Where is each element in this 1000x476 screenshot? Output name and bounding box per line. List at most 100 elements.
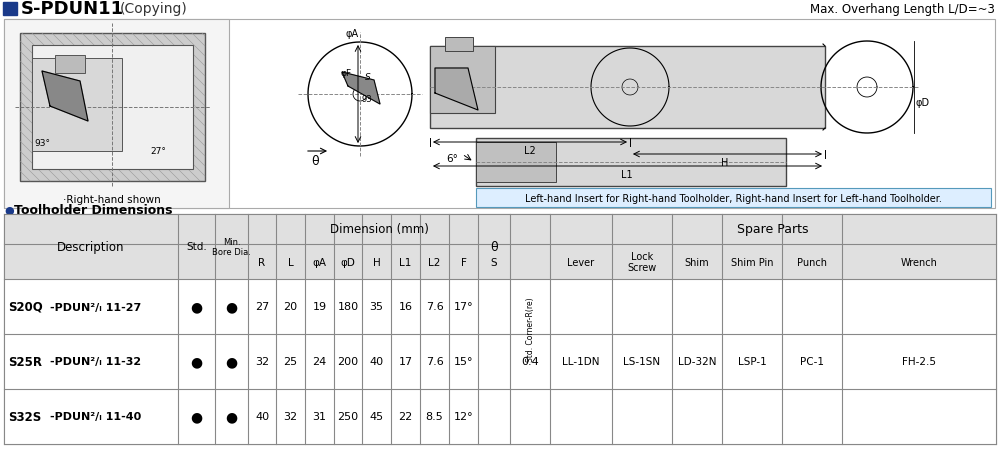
Text: Toolholder Dimensions: Toolholder Dimensions: [14, 204, 173, 217]
Bar: [430, 47, 825, 129]
Text: -PDUN²/ₗ 11-40: -PDUN²/ₗ 11-40: [50, 412, 141, 422]
Text: 27°: 27°: [150, 147, 166, 156]
Bar: [4, 20, 229, 208]
Text: S32S: S32S: [8, 410, 41, 423]
Text: 7.6: 7.6: [426, 357, 443, 367]
Text: LD-32N: LD-32N: [678, 357, 716, 367]
Text: Wrench: Wrench: [901, 257, 937, 267]
Text: S20Q: S20Q: [8, 300, 43, 313]
Text: Lock
Screw: Lock Screw: [627, 251, 657, 273]
Text: Min.
Bore Dia.: Min. Bore Dia.: [212, 238, 251, 257]
Text: 22: 22: [398, 412, 413, 422]
Text: φF: φF: [341, 69, 352, 77]
Text: 200: 200: [337, 357, 359, 367]
Bar: [4, 334, 996, 389]
Text: ●: ●: [225, 355, 238, 369]
Bar: [4, 215, 178, 279]
Text: 6°: 6°: [446, 154, 458, 164]
Text: L2: L2: [524, 146, 536, 156]
Text: 24: 24: [312, 357, 327, 367]
Text: φA: φA: [312, 257, 326, 267]
Text: 93°: 93°: [34, 139, 50, 148]
Text: L1: L1: [399, 257, 412, 267]
Polygon shape: [435, 69, 478, 111]
Polygon shape: [342, 73, 380, 105]
Text: 16: 16: [398, 302, 413, 312]
Text: 17°: 17°: [454, 302, 473, 312]
Text: ●: ●: [4, 206, 14, 216]
Text: Max. Overhang Length L/D=~3: Max. Overhang Length L/D=~3: [810, 2, 995, 15]
Text: φA: φA: [345, 29, 359, 39]
Text: 27: 27: [255, 302, 269, 312]
Text: L: L: [288, 257, 293, 267]
Text: 19: 19: [312, 302, 327, 312]
Text: 40: 40: [255, 412, 269, 422]
Text: R: R: [258, 257, 266, 267]
Text: -PDUN²/ₗ 11-27: -PDUN²/ₗ 11-27: [50, 302, 141, 312]
Text: Left-hand Insert for Right-hand Toolholder, Right-hand Insert for Left-hand Tool: Left-hand Insert for Right-hand Toolhold…: [525, 193, 942, 203]
Text: φD: φD: [916, 98, 930, 108]
Bar: [4, 215, 996, 444]
Text: ●: ●: [190, 300, 203, 314]
Text: ●: ●: [190, 410, 203, 424]
Bar: [445, 38, 473, 52]
Text: H: H: [721, 158, 729, 168]
Text: θ: θ: [490, 240, 498, 253]
Text: F: F: [461, 257, 466, 267]
Text: Shim Pin: Shim Pin: [731, 257, 773, 267]
Text: H: H: [373, 257, 380, 267]
Text: -PDUN²/ₗ 11-32: -PDUN²/ₗ 11-32: [50, 357, 141, 367]
Bar: [32, 59, 122, 152]
Text: LL-1DN: LL-1DN: [562, 357, 600, 367]
Text: 20: 20: [283, 302, 298, 312]
Text: ●: ●: [225, 410, 238, 424]
Text: 45: 45: [369, 412, 384, 422]
Text: θ: θ: [311, 155, 319, 168]
Text: 12°: 12°: [454, 412, 473, 422]
Text: 93: 93: [362, 95, 373, 104]
Text: Shim: Shim: [685, 257, 709, 267]
Text: 17: 17: [398, 357, 413, 367]
Text: 31: 31: [312, 412, 326, 422]
Bar: [4, 215, 996, 279]
Polygon shape: [42, 72, 88, 122]
Text: LSP-1: LSP-1: [738, 357, 766, 367]
Text: 7.6: 7.6: [426, 302, 443, 312]
Text: 15°: 15°: [454, 357, 473, 367]
Text: Lever: Lever: [567, 257, 595, 267]
Bar: [476, 188, 991, 208]
Text: φD: φD: [341, 257, 355, 267]
Text: 25: 25: [283, 357, 298, 367]
Bar: [4, 20, 995, 208]
Bar: [4, 279, 996, 334]
Text: ●: ●: [225, 300, 238, 314]
Text: 35: 35: [370, 302, 384, 312]
Text: 32: 32: [283, 412, 298, 422]
Bar: [20, 34, 205, 182]
Bar: [32, 46, 193, 169]
Text: 180: 180: [337, 302, 359, 312]
Bar: [55, 56, 85, 74]
Text: Std.: Std.: [186, 242, 207, 252]
Text: 8.5: 8.5: [426, 412, 443, 422]
Text: LS-1SN: LS-1SN: [623, 357, 661, 367]
Text: S-PDUN11: S-PDUN11: [21, 0, 124, 18]
Text: PC-1: PC-1: [800, 357, 824, 367]
Text: Punch: Punch: [797, 257, 827, 267]
Text: (Copying): (Copying): [120, 2, 188, 16]
Text: Dimension (mm): Dimension (mm): [330, 223, 428, 236]
Text: FH-2.5: FH-2.5: [902, 357, 936, 367]
Text: Description: Description: [57, 240, 125, 253]
Text: 32: 32: [255, 357, 269, 367]
Text: 40: 40: [369, 357, 384, 367]
Bar: [4, 389, 996, 444]
Bar: [3, 3, 17, 16]
Bar: [476, 139, 786, 187]
Text: Spare Parts: Spare Parts: [737, 223, 809, 236]
Text: ·Right-hand shown: ·Right-hand shown: [63, 195, 161, 205]
Bar: [476, 143, 556, 183]
Text: Std. Corner-R(re): Std. Corner-R(re): [526, 297, 534, 362]
Text: 250: 250: [337, 412, 359, 422]
Text: S25R: S25R: [8, 355, 42, 368]
Text: S: S: [365, 72, 371, 81]
